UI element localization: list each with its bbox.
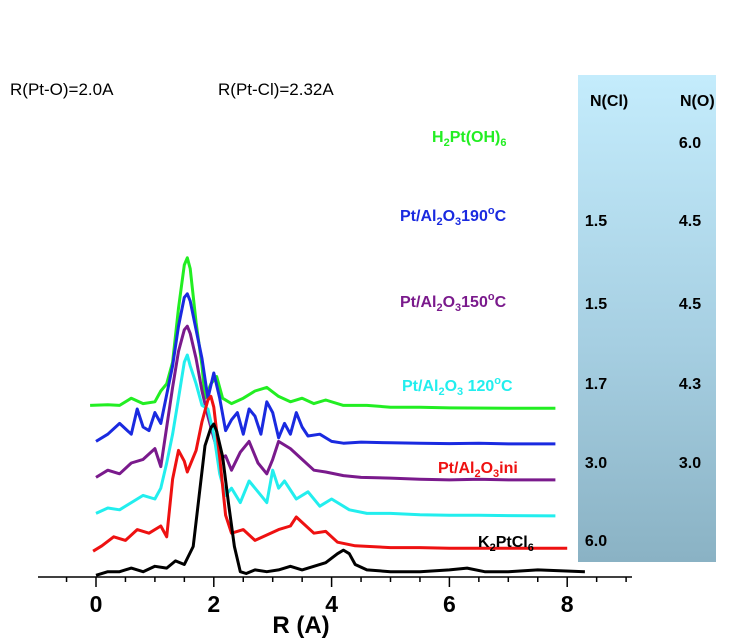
annotation-pt-o: R(Pt-O)=2.0A [10,80,114,99]
series-label: Pt/Al2​O3​190o​C [400,205,507,228]
table-header-ncl: N(Cl) [590,93,628,110]
series-line [95,292,556,446]
x-tick-label: 6 [443,591,456,617]
table-cell-ncl: 6.0 [585,533,607,550]
table-background [578,75,716,562]
x-tick-label: 0 [90,591,103,617]
series-line [95,353,556,518]
table-cell-ncl: 1.7 [585,376,607,393]
series-line [92,394,568,553]
series-label: K2​PtCl6​ [478,534,534,554]
series-label: Pt/Al2​O3​150o​C [400,291,507,314]
table-cells: 6.0 1.5 4.5 1.5 4.5 1.7 4.3 3.0 3.0 6.0 [585,135,701,550]
table-header-no: N(O) [680,93,715,110]
x-axis-ticks: 0 2 4 6 8 [65,577,627,617]
x-tick-label: 8 [561,591,574,617]
series-layer [90,256,585,577]
table-cell-no: 4.3 [679,376,701,393]
table-cell-ncl: 3.0 [585,455,607,472]
table-cell-no: 4.5 [679,296,701,313]
x-tick-label: 4 [325,591,338,617]
x-tick-label: 2 [207,591,220,617]
table-cell-no: 3.0 [679,455,701,472]
series-label: Pt/Al2​O3​ 120o​C [402,375,513,398]
table-cell-ncl: 1.5 [585,296,607,313]
series-line [95,422,585,577]
series-line [90,256,556,410]
table-cell-ncl: 1.5 [585,213,607,230]
x-axis-label: R (A) [272,612,329,639]
annotation-pt-cl: R(Pt-Cl)=2.32A [218,80,334,99]
series-line [95,324,556,482]
series-labels: H2​Pt(OH)6​ Pt/Al2​O3​190o​C Pt/Al2​O3​150… [400,129,534,554]
series-label: Pt/Al2​O3​ini [438,460,518,480]
table-cell-no: 4.5 [679,213,701,230]
table-cell-no: 6.0 [679,135,701,152]
series-label: H2​Pt(OH)6​ [432,129,506,149]
